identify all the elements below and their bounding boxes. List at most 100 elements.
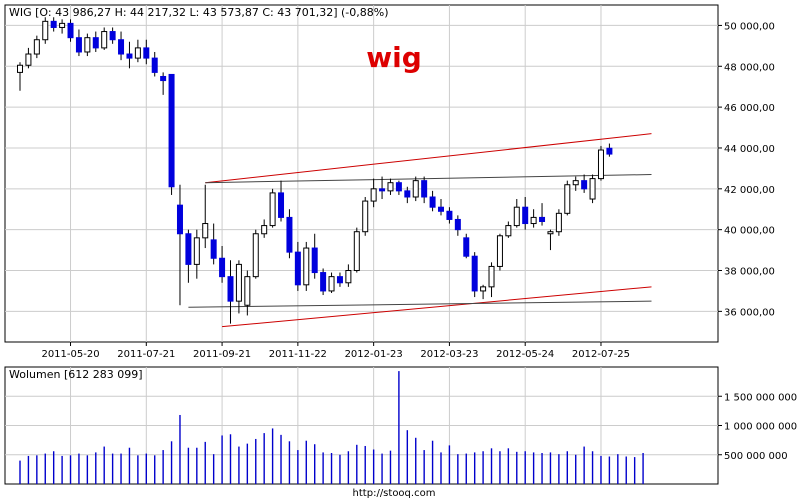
candle-body [294, 251, 301, 286]
candle [143, 39, 150, 65]
candle-body [252, 233, 259, 278]
candle-body [311, 247, 318, 274]
candle-body [429, 196, 436, 208]
y-tick-label: 42 000,00 [724, 185, 775, 196]
candle-body [168, 73, 175, 188]
candle [513, 199, 520, 228]
volume-y-tick-label: 1 500 000 000 [724, 392, 797, 403]
candle [488, 262, 495, 298]
candle-body [522, 206, 529, 225]
channel-line [205, 174, 652, 184]
candle [311, 233, 318, 279]
candle-body [244, 276, 251, 306]
x-tick-label: 2012-05-24 [496, 349, 554, 360]
candle [480, 284, 487, 300]
candle [50, 17, 57, 32]
candle-body [488, 265, 495, 288]
candle-body [505, 225, 512, 237]
candle-body [50, 20, 57, 28]
candle [564, 180, 571, 216]
y-tick-label: 40 000,00 [724, 226, 775, 237]
candle [75, 29, 82, 57]
candle-body [471, 255, 478, 292]
candle [320, 268, 327, 296]
candle [412, 176, 419, 202]
candle [227, 260, 234, 324]
candle [286, 209, 293, 259]
candle [33, 35, 40, 59]
candle-body [42, 20, 49, 41]
candle-body [118, 39, 125, 55]
candle-body [513, 206, 520, 227]
footer-link[interactable]: http://stooq.com [353, 488, 436, 499]
candle-body [219, 257, 226, 278]
y-tick-label: 36 000,00 [724, 307, 775, 318]
candle [345, 264, 352, 287]
x-axis: 2011-05-20 2011-07-21 2011-09-21 2011-11-22… [41, 342, 630, 360]
candles [17, 17, 613, 324]
y-tick-label: 46 000,00 [724, 103, 775, 114]
price-plot-frame [4, 4, 719, 343]
chart-title: wig [366, 41, 422, 74]
candle-body [353, 231, 360, 272]
candle-body [446, 210, 453, 220]
candle [92, 31, 99, 52]
candle [244, 270, 251, 316]
candle [219, 246, 226, 283]
candle-body [67, 22, 74, 39]
candle [421, 176, 428, 204]
candle [496, 233, 503, 271]
candle-body [84, 37, 91, 53]
volume-y-tick-label: 1 000 000 000 [724, 422, 797, 433]
candle [353, 227, 360, 273]
candle [581, 174, 588, 193]
candle [193, 229, 200, 279]
candle [530, 209, 537, 228]
candle [176, 184, 183, 306]
candle-body [606, 147, 613, 155]
candle [522, 196, 529, 230]
candle-body [589, 178, 596, 200]
candle-body [286, 216, 293, 253]
candle [597, 145, 604, 181]
candle-body [17, 64, 23, 73]
x-tick-label: 2011-11-22 [269, 349, 327, 360]
price-header: WIG [O: 43 986,27 H: 44 217,32 L: 43 573… [9, 6, 389, 19]
candle [404, 186, 411, 204]
candle [539, 203, 546, 226]
candle [210, 223, 217, 265]
candle [294, 241, 301, 291]
candle [235, 260, 242, 314]
volume-header: Wolumen [612 283 099] [9, 368, 143, 381]
x-tick-label: 2011-05-20 [41, 349, 99, 360]
candle [395, 180, 402, 195]
candle-body [278, 192, 285, 218]
candle-body [193, 237, 200, 265]
candle-body [555, 212, 562, 233]
candle-body [547, 231, 554, 235]
candle-body [412, 180, 419, 198]
candle-body [210, 239, 217, 259]
candle [328, 272, 335, 293]
x-tick-label: 2011-09-21 [193, 349, 251, 360]
candle-body [438, 206, 444, 212]
candle [269, 188, 276, 228]
candle [160, 72, 167, 95]
candle-body [160, 75, 167, 82]
candle [84, 33, 91, 57]
candle [252, 229, 259, 279]
candle-body [33, 39, 40, 55]
candle [151, 51, 158, 77]
candle-body [134, 47, 141, 59]
candle-body [463, 237, 470, 257]
candle [471, 252, 478, 298]
y-tick-label: 38 000,00 [724, 267, 775, 278]
candle-body [379, 188, 386, 192]
candle-body [328, 276, 335, 292]
candle [134, 39, 141, 63]
candle [429, 190, 436, 212]
y-tick-label: 48 000,00 [724, 62, 775, 73]
x-tick-label: 2012-07-25 [572, 349, 630, 360]
candle-body [370, 188, 377, 202]
